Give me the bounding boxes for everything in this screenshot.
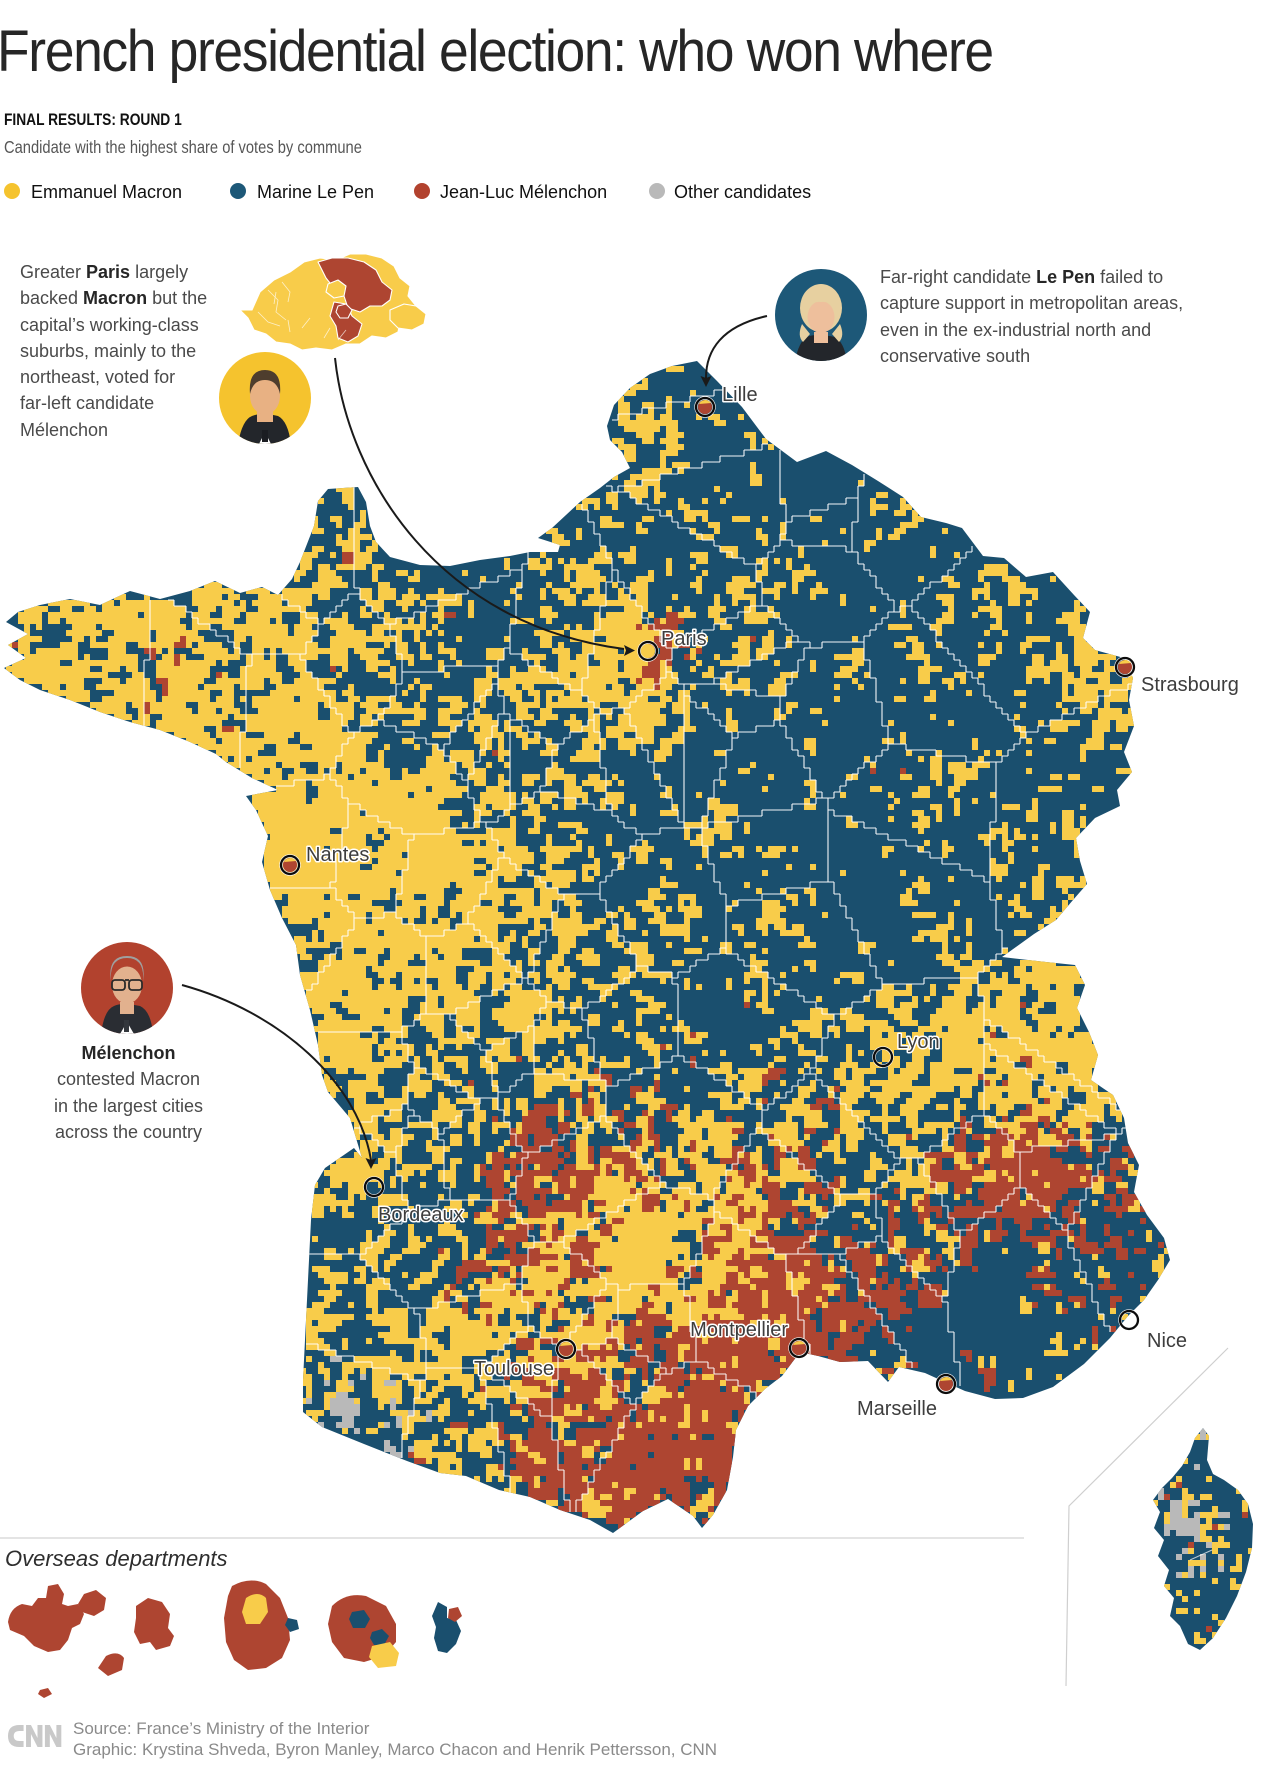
svg-text:Toulouse: Toulouse: [474, 1358, 554, 1380]
svg-text:Marseille: Marseille: [857, 1398, 937, 1420]
svg-text:Paris: Paris: [661, 628, 707, 650]
svg-text:Nice: Nice: [1147, 1330, 1187, 1352]
svg-text:Graphic: Krystina Shveda, Byro: Graphic: Krystina Shveda, Byron Manley, …: [73, 1740, 717, 1759]
svg-text:Strasbourg: Strasbourg: [1141, 674, 1239, 696]
svg-text:Bordeaux: Bordeaux: [378, 1204, 464, 1226]
svg-text:Montpellier: Montpellier: [690, 1319, 788, 1341]
svg-text:Nantes: Nantes: [306, 844, 369, 866]
svg-text:Overseas departments: Overseas departments: [5, 1546, 228, 1571]
svg-text:Lyon: Lyon: [897, 1031, 940, 1053]
svg-text:Lille: Lille: [722, 384, 758, 406]
svg-text:Source: France’s Ministry of t: Source: France’s Ministry of the Interio…: [73, 1719, 370, 1738]
